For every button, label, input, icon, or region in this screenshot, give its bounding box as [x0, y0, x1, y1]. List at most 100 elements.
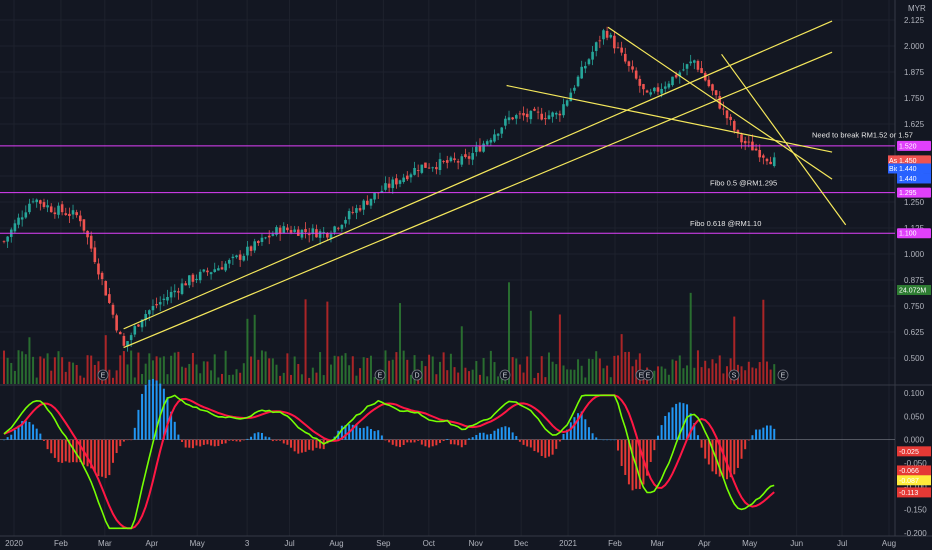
- candle-body: [413, 167, 416, 175]
- candle-body: [311, 228, 315, 235]
- x-tick-label: Mar: [650, 539, 664, 548]
- volume-bar: [642, 376, 645, 384]
- macd-histogram-bar: [144, 384, 147, 440]
- macd-histogram-bar: [769, 425, 772, 440]
- volume-bar: [580, 365, 583, 384]
- macd-histogram-bar: [409, 439, 412, 443]
- macd-histogram-bar: [511, 432, 514, 440]
- y-tick-label: 2.125: [904, 16, 925, 25]
- candle-body: [151, 305, 155, 311]
- volume-tag-bg: [897, 285, 931, 295]
- bid-label-bg: [888, 163, 899, 174]
- candle-body: [445, 160, 449, 163]
- candle-body: [206, 270, 209, 273]
- x-tick-label: 2020: [5, 539, 23, 548]
- volume-bar: [268, 358, 271, 384]
- volume-bar: [704, 360, 707, 384]
- volume-bar: [453, 367, 456, 384]
- event-marker-label: E: [781, 373, 786, 380]
- candle-body: [93, 247, 97, 263]
- volume-bar: [678, 355, 681, 384]
- candle-body: [68, 213, 71, 216]
- macd-y-tick-label: -0.100: [904, 482, 927, 491]
- macd-histogram-bar: [377, 430, 380, 440]
- macd-histogram-bar: [115, 439, 118, 454]
- volume-bar: [53, 357, 56, 384]
- candle-body: [398, 180, 402, 184]
- volume-bar: [638, 353, 641, 384]
- volume-bar: [613, 355, 616, 384]
- macd-histogram-bar: [148, 379, 151, 440]
- volume-bar: [402, 350, 405, 384]
- macd-histogram-bar: [24, 420, 27, 440]
- candle-body: [213, 269, 217, 272]
- macd-histogram-bar: [631, 439, 634, 491]
- volume-bar: [275, 364, 278, 384]
- macd-histogram-bar: [620, 439, 623, 466]
- candle-body: [318, 231, 322, 238]
- macd-histogram-bar: [500, 427, 503, 440]
- macd-histogram-bar: [660, 425, 663, 440]
- trendline-resistance: [506, 84, 833, 153]
- macd-histogram-bar: [319, 439, 322, 449]
- last-value: 1.440: [899, 176, 917, 183]
- candle-body: [89, 235, 93, 249]
- candle-body: [122, 335, 126, 346]
- level-tag-1520: 1.520: [899, 143, 917, 150]
- macd-histogram-bar: [391, 439, 394, 445]
- candle-body: [660, 88, 663, 94]
- candle-body: [554, 112, 558, 115]
- x-tick-label: Dec: [514, 539, 528, 548]
- candle-body: [133, 326, 137, 335]
- macd-value-tag: -0.087: [899, 478, 919, 485]
- candle-body: [700, 68, 703, 74]
- candle-body: [562, 104, 565, 116]
- volume-bar: [733, 316, 736, 384]
- volume-bar: [340, 355, 343, 384]
- volume-bar: [602, 368, 605, 384]
- volume-bar: [82, 377, 85, 384]
- trendline-downtrend-2: [721, 53, 847, 226]
- macd-histogram-bar: [569, 422, 572, 440]
- volume-bar: [348, 365, 351, 384]
- trendline-channel-lower: [123, 51, 833, 349]
- event-marker-label: E: [101, 373, 106, 380]
- volume-bar: [547, 352, 550, 384]
- candle-body: [391, 179, 395, 189]
- event-marker-label: D: [414, 373, 419, 380]
- annotation-text: Fibo 0.5 @RM1.295: [710, 178, 777, 187]
- volume-bar: [464, 367, 467, 384]
- volume-bar: [442, 352, 445, 384]
- candle-body: [536, 111, 540, 113]
- volume-bar: [64, 371, 67, 384]
- macd-histogram-bar: [13, 430, 16, 440]
- macd-histogram-bar: [726, 439, 729, 480]
- candle-body: [2, 241, 6, 243]
- volume-bar: [42, 358, 45, 384]
- macd-histogram-bar: [733, 439, 736, 475]
- macd-histogram-bar: [359, 428, 362, 440]
- volume-bar: [79, 375, 82, 384]
- volume-bar: [591, 359, 594, 384]
- candle-body: [475, 146, 478, 153]
- event-marker-label: E: [639, 373, 644, 380]
- volume-bar: [431, 356, 434, 384]
- y-tick-label: 1.875: [904, 68, 925, 77]
- macd-histogram-bar: [649, 439, 652, 462]
- candle-body: [275, 227, 278, 235]
- candle-body: [49, 206, 53, 213]
- macd-histogram-bar: [624, 439, 627, 475]
- volume-bar: [362, 357, 365, 384]
- macd-histogram-bar: [264, 436, 267, 440]
- candle-body: [594, 42, 598, 52]
- volume-bar: [119, 355, 122, 384]
- candle-body: [747, 141, 751, 143]
- volume-bar: [751, 367, 754, 384]
- candle-body: [649, 92, 653, 95]
- volume-bar: [617, 355, 620, 384]
- macd-histogram-bar: [751, 435, 754, 440]
- macd-histogram-bar: [217, 439, 220, 446]
- macd-histogram-bar: [558, 439, 561, 442]
